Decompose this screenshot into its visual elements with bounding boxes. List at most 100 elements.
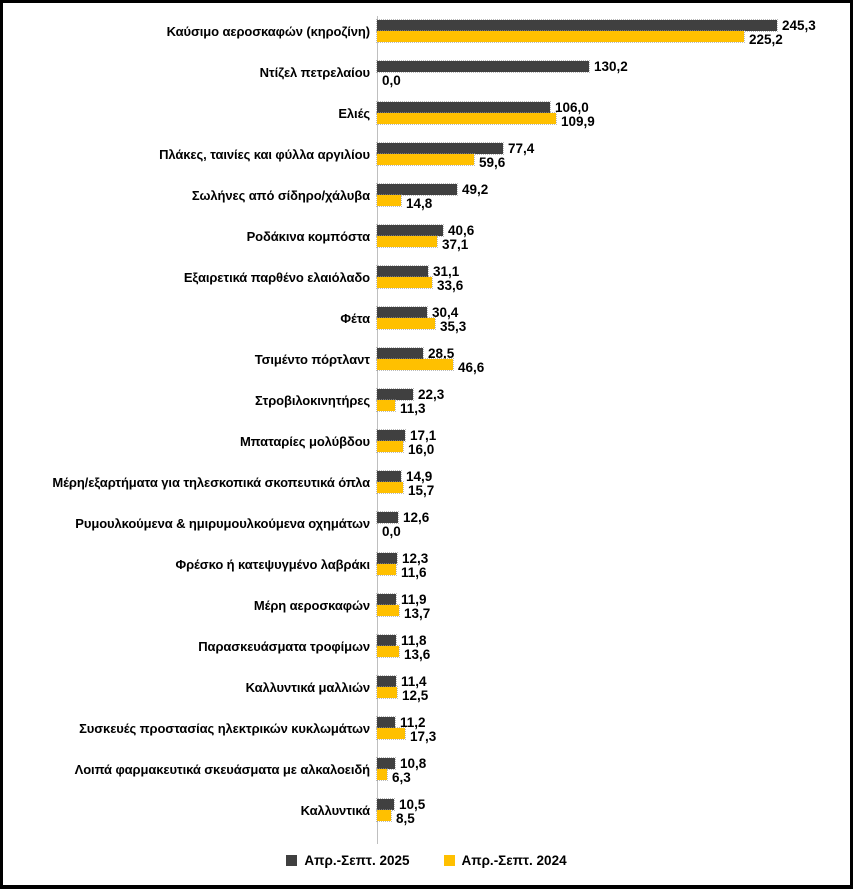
chart-legend: Απρ.-Σεπτ. 2025 Απρ.-Σεπτ. 2024: [3, 850, 850, 870]
value-label-2024: 11,3: [400, 401, 426, 416]
bar-2024: [376, 686, 398, 699]
value-label-2024: 33,6: [437, 278, 464, 293]
category-label: Ελιές: [338, 105, 370, 121]
bar-group: 22,3 11,3: [376, 385, 850, 416]
bar-line-2024: 17,3: [376, 727, 850, 743]
bar-2024: [376, 276, 433, 289]
bar-chart: Καύσιμο αεροσκαφών (κηροζίνη) 245,3 225,2 Ν…: [3, 3, 850, 885]
bar-line-2024: 33,6: [376, 276, 850, 293]
bar-2025: [376, 593, 397, 606]
category-label: Καλλυντικά μαλλιών: [245, 679, 371, 695]
bar-line-2024: 13,6: [376, 645, 850, 661]
chart-row: Σωλήνες από σίδηρο/χάλυβα 49,2 14,8: [3, 180, 850, 221]
bar-group: 14,9 15,7: [376, 467, 850, 498]
legend-label-2024: Απρ.-Σεπτ. 2024: [461, 852, 567, 868]
bar-line-2024: 0,0: [377, 523, 850, 539]
bar-line-2025: 12,3: [376, 552, 850, 565]
chart-row: Παρασκευάσματα τροφίμων 11,8 13,6: [3, 631, 850, 672]
category-label: Καλλυντικά: [300, 802, 370, 818]
bar-line-2024: 59,6: [376, 153, 850, 169]
category-label: Τσιμέντο πόρτλαντ: [254, 351, 370, 367]
bar-2025: [376, 101, 551, 114]
bar-group: 30,4 35,3: [376, 303, 850, 333]
value-label-2024: 6,3: [392, 770, 411, 785]
bar-line-2025: 11,4: [376, 674, 850, 689]
bar-2025: [376, 716, 396, 729]
chart-row: Πλάκες, ταινίες και φύλλα αργιλίου 77,4 59…: [3, 139, 850, 180]
category-label: Λοιπά φαρμακευτικά σκευάσματα με αλκαλοε…: [74, 761, 370, 777]
bar-line-2024: 46,6: [376, 358, 850, 375]
value-label-2025: 10,5: [399, 797, 426, 812]
value-label-2025: 11,9: [401, 592, 427, 607]
bar-group: 49,2 14,8: [376, 180, 850, 210]
value-label-2025: 77,4: [508, 141, 535, 156]
category-label: Καύσιμο αεροσκαφών (κηροζίνη): [166, 23, 370, 39]
value-label-2025: 11,4: [401, 674, 427, 689]
value-label-2025: 31,1: [433, 264, 460, 279]
bar-line-2024: 109,9: [376, 112, 850, 129]
category-label: Ντίζελ πετρελαίου: [259, 64, 371, 80]
bar-line-2025: 11,8: [376, 634, 850, 647]
bar-2025: [376, 552, 398, 565]
chart-row: Μέρη αεροσκαφών 11,9 13,7: [3, 590, 850, 631]
bar-group: 77,4 59,6: [376, 139, 850, 169]
bar-2025: [376, 634, 397, 647]
legend-label-2025: Απρ.-Σεπτ. 2025: [304, 852, 410, 868]
bar-line-2025: 11,2: [376, 716, 850, 729]
value-label-2024: 0,0: [382, 73, 401, 88]
bar-2024: [376, 358, 454, 371]
chart-row: Συσκευές προστασίας ηλεκτρικών κυκλωμάτω…: [3, 713, 850, 754]
bar-line-2025: 30,4: [376, 306, 850, 319]
bar-group: 17,1 16,0: [376, 426, 850, 456]
value-label-2025: 245,3: [782, 18, 816, 33]
bar-2024: [376, 481, 404, 494]
chart-row: Ροδάκινα κομπόστα 40,6 37,1: [3, 221, 850, 262]
value-label-2024: 37,1: [442, 237, 469, 252]
bar-group: 11,4 12,5: [376, 672, 850, 703]
chart-row: Φέτα 30,4 35,3: [3, 303, 850, 344]
category-label: Εξαιρετικά παρθένο ελαιόλαδο: [183, 269, 370, 285]
category-label: Ροδάκινα κομπόστα: [246, 228, 371, 244]
bar-line-2025: 245,3: [376, 18, 850, 33]
category-label: Συσκευές προστασίας ηλεκτρικών κυκλωμάτω…: [79, 720, 370, 736]
value-label-2024: 46,6: [458, 360, 485, 375]
value-label-2024: 12,5: [402, 688, 429, 703]
bar-group: 10,5 8,5: [376, 795, 850, 826]
bar-2025: [376, 183, 458, 196]
chart-row: Ρυμουλκούμενα & ημιρυμουλκούμενα οχημάτω…: [3, 508, 850, 549]
value-label-2024: 109,9: [561, 114, 595, 129]
legend-item-2024: Απρ.-Σεπτ. 2024: [443, 852, 567, 868]
bar-group: 28,5 46,6: [376, 344, 850, 375]
bar-line-2025: 40,6: [376, 223, 850, 238]
bar-group: 11,8 13,6: [376, 631, 850, 661]
chart-row: Φρέσκο ή κατεψυγμένο λαβράκι 12,3 11,6: [3, 549, 850, 590]
chart-row: Ελιές 106,0 109,9: [3, 98, 850, 139]
bar-line-2025: 11,9: [376, 592, 850, 607]
bar-2024: [376, 768, 388, 781]
category-label: Φέτα: [340, 310, 370, 326]
legend-item-2025: Απρ.-Σεπτ. 2025: [286, 852, 410, 868]
bar-2025: [376, 798, 395, 811]
bar-line-2024: 12,5: [376, 686, 850, 703]
value-label-2025: 10,8: [400, 756, 427, 771]
bar-line-2024: 15,7: [376, 481, 850, 498]
chart-row: Τσιμέντο πόρτλαντ 28,5 46,6: [3, 344, 850, 385]
value-label-2024: 8,5: [396, 811, 415, 826]
bar-line-2024: 16,0: [376, 440, 850, 456]
value-label-2024: 15,7: [408, 483, 435, 498]
bar-2024: [376, 440, 404, 453]
bar-2024: [376, 645, 400, 658]
bar-2024: [376, 317, 436, 330]
bar-line-2024: 35,3: [376, 317, 850, 333]
chart-row: Ντίζελ πετρελαίου 130,2 0,0: [3, 57, 850, 98]
legend-marker-2025: [286, 854, 298, 866]
bar-group: 130,2 0,0: [376, 57, 850, 88]
category-label: Μέρη/εξαρτήματα για τηλεσκοπικά σκοπευτι…: [52, 474, 370, 490]
value-label-2025: 40,6: [448, 223, 475, 238]
bar-2024: [376, 604, 400, 617]
bar-2024: [376, 809, 392, 822]
bar-line-2024: 6,3: [376, 768, 850, 785]
bar-2024: [376, 30, 745, 43]
bar-line-2025: 49,2: [376, 183, 850, 196]
chart-row: Καλλυντικά 10,5 8,5: [3, 795, 850, 836]
